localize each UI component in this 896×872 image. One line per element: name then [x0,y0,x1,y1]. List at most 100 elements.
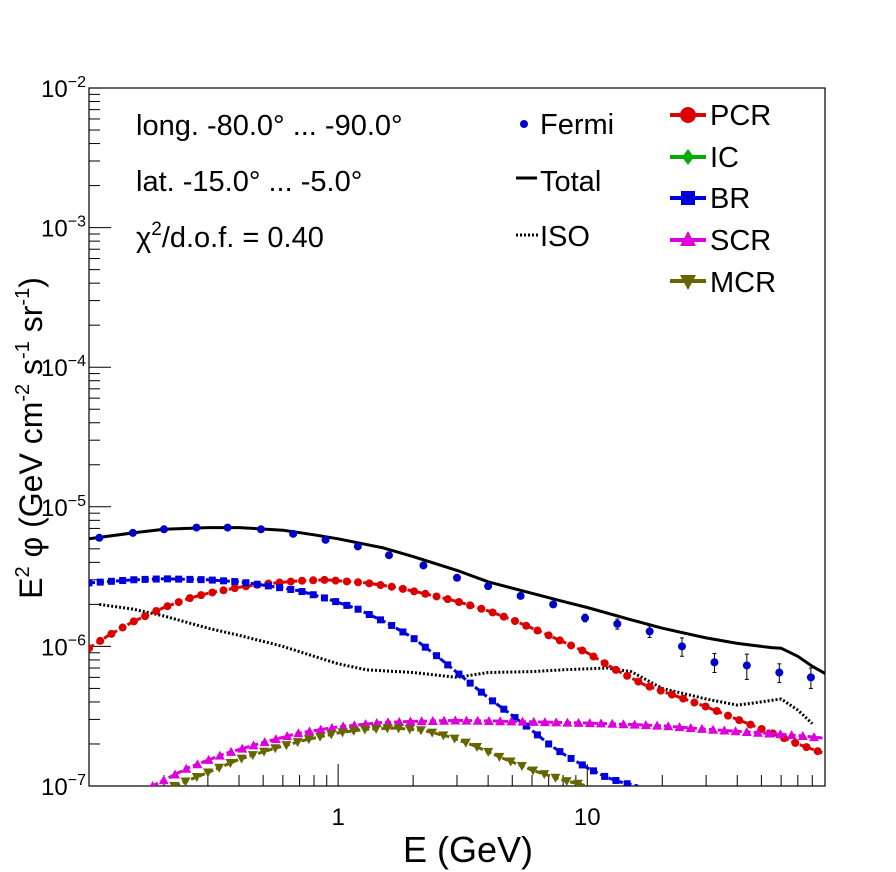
series-br-marker [231,578,239,586]
series-mcr-marker [292,738,303,748]
series-pcr-marker [634,677,643,686]
series-mcr-marker [180,777,191,786]
fermi-point [95,533,104,542]
series-pcr-marker [320,575,329,584]
series-scr-marker [170,769,181,779]
series-pcr-marker [387,582,396,591]
series-pcr-marker [533,626,542,635]
series-pcr-marker [578,646,587,655]
series-scr-marker [495,716,506,726]
y-tick-label: 10−7 [41,772,86,801]
series-br-marker [175,575,183,583]
series-mcr-marker [337,728,348,738]
series-mcr-marker [247,751,258,761]
series-scr-marker [158,775,169,785]
series-scr-marker [439,715,450,725]
series-br-marker [242,579,250,587]
legend-pcr-label: PCR [710,100,771,132]
series-br-marker [89,579,93,587]
series-mcr-marker [539,770,550,780]
series-pcr-marker [499,612,508,621]
legend-scr: SCR [670,225,771,257]
series-scr-marker [775,729,786,739]
series-scr-marker [663,721,674,731]
series-mcr-marker [393,724,404,734]
series-br-marker [466,679,474,687]
fermi-point [549,600,558,609]
series-scr-marker [237,743,248,753]
series-pcr-marker [690,698,699,707]
series-mcr-marker [191,772,202,782]
series-br-marker [253,580,261,588]
annotation-chi2: χ2/d.o.f. = 0.40 [136,219,324,254]
fermi-point [775,668,784,677]
series-scr-marker [741,726,752,736]
series-br-marker [477,688,485,696]
y-tick-labels: 10−7 10−6 10−5 10−4 10−3 10−2 [41,74,86,801]
series-scr-marker [584,718,595,728]
series-mcr-marker [449,734,460,744]
series-pcr-marker [611,665,620,674]
series-pcr-marker [89,644,93,653]
series-scr-marker [764,728,775,738]
series-br-line [89,577,639,786]
annotation-longitude: long. -80.0° ... -90.0° [136,110,403,142]
series-br-marker [421,643,429,651]
series-pcr-marker [511,617,520,626]
legend-pcr: PCR [670,100,771,132]
series-mcr-marker [348,726,359,736]
series-pcr-marker [141,612,150,621]
series-scr-marker [203,754,214,764]
series-mcr-marker [359,725,370,735]
series-scr-marker [517,716,528,726]
series-br-marker [489,697,497,705]
fermi-point [645,627,654,636]
series-pcr-marker [96,636,105,645]
fermi-point [321,535,330,544]
series-br-marker [141,575,149,583]
series-scr-marker [618,719,629,729]
series-mcr-marker [550,773,561,783]
series-scr-marker [640,720,651,730]
series-pcr-marker [309,576,318,585]
series-pcr-marker [544,631,553,640]
series-pcr-marker [185,594,194,603]
series-pcr-marker [477,604,486,613]
series-mcr-marker [505,757,516,767]
series-pcr-marker [354,578,363,587]
y-axis-ticks [89,87,111,787]
series-br-marker [354,605,362,613]
legend-fermi-marker [520,120,528,128]
series-scr-marker [371,718,382,728]
series-br-marker [578,761,586,769]
series-scr-marker [797,731,808,741]
fermi-point [742,661,751,670]
series-pcr-marker [410,587,419,596]
series-scr-marker [248,740,259,750]
series-pcr-marker [645,682,654,691]
series-br-marker [545,740,553,748]
legend-total: Total [516,166,601,198]
fermi-point [613,619,622,628]
series-pcr-marker [129,617,138,626]
y-tick-label: 10−3 [41,214,86,243]
series-mcr-marker [202,768,213,778]
x-tick-label-1: 1 [331,804,344,831]
series-mcr-line [173,726,588,786]
series-scr-marker [472,715,483,725]
series-br-marker [376,616,384,624]
series-mcr-marker [169,782,180,786]
series-scr-marker [338,721,349,731]
series-pcr-marker [712,707,721,716]
series-pcr-marker [342,577,351,586]
series-mcr-marker [214,763,225,773]
y-tick-label: 10−2 [41,74,86,103]
series-scr-marker [786,730,797,740]
x-axis-title: E (GeV) [403,829,533,870]
series-br-marker [152,575,160,583]
series-br-marker [107,577,115,585]
legend-br-marker [681,191,695,205]
fermi-point [159,525,168,534]
series-br-marker [130,576,138,584]
